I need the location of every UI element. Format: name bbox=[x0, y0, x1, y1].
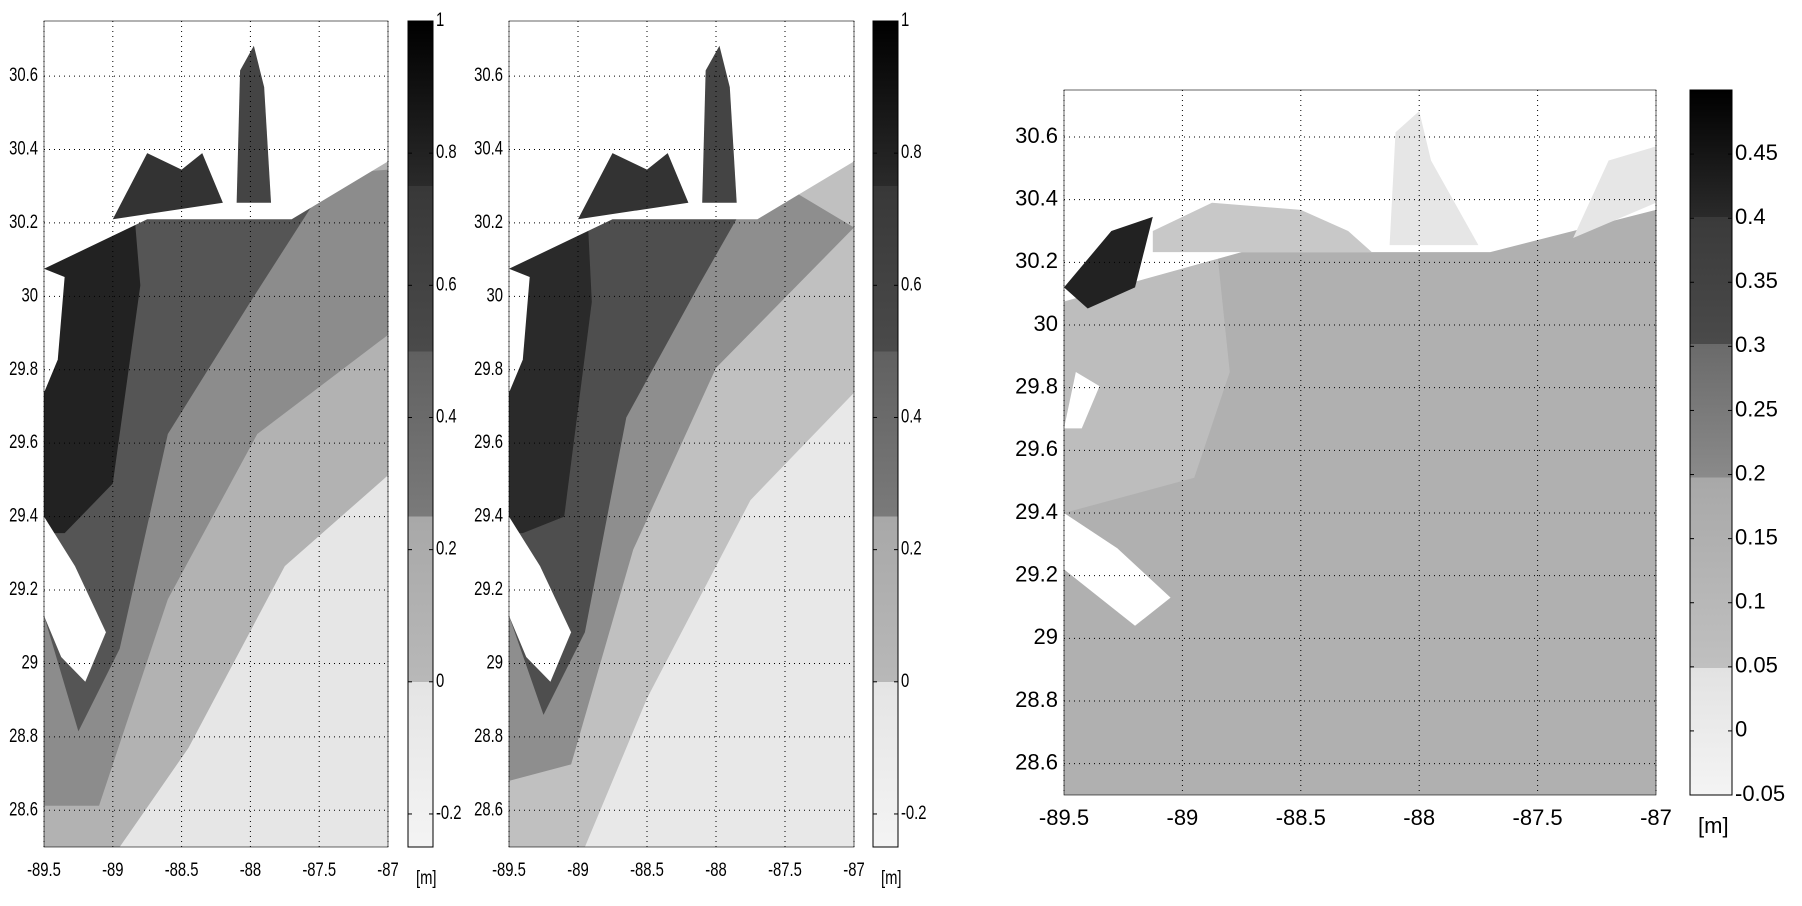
y-tick-label: 29.4 bbox=[1015, 499, 1058, 524]
y-tick-label: 29.4 bbox=[474, 505, 503, 526]
colorbar-tick-label: -0.2 bbox=[901, 802, 927, 823]
x-tick-label: -88.5 bbox=[1276, 805, 1326, 830]
colorbar-tick-label: 0 bbox=[436, 670, 444, 691]
colorbar-tick-label: 0.8 bbox=[901, 141, 922, 162]
colorbar-tick-label: 0.2 bbox=[1735, 460, 1766, 485]
x-tick-label: -89 bbox=[567, 859, 588, 880]
y-tick-label: 30.4 bbox=[474, 138, 503, 159]
x-tick-label: -89.5 bbox=[27, 859, 61, 880]
y-tick-label: 30 bbox=[487, 285, 503, 306]
y-tick-label: 29.8 bbox=[1015, 373, 1058, 398]
colorbar-tick-label: 0.1 bbox=[1735, 589, 1766, 614]
x-tick-label: -88.5 bbox=[165, 859, 199, 880]
x-tick-label: -87.5 bbox=[768, 859, 802, 880]
y-tick-label: 30.6 bbox=[9, 64, 38, 85]
y-tick-label: 29.8 bbox=[474, 358, 503, 379]
x-tick-label: -88 bbox=[705, 859, 726, 880]
y-tick-label: 28.6 bbox=[1015, 749, 1058, 774]
y-tick-label: 30.6 bbox=[1015, 123, 1058, 148]
x-tick-label: -89.5 bbox=[1039, 805, 1089, 830]
colorbar bbox=[408, 21, 433, 847]
field bbox=[509, 21, 854, 847]
colorbar-tick-label: 0 bbox=[901, 670, 909, 691]
colorbar-tick-label: 0.4 bbox=[436, 406, 457, 427]
field bbox=[44, 21, 388, 847]
colorbar-tick-label: 1 bbox=[901, 9, 909, 30]
x-tick-label: -89 bbox=[102, 859, 123, 880]
y-tick-label: 29.6 bbox=[1015, 436, 1058, 461]
colorbar bbox=[873, 21, 898, 847]
y-tick-label: 29.8 bbox=[9, 358, 38, 379]
colorbar-label: [m] bbox=[881, 867, 902, 888]
y-tick-label: 29.2 bbox=[474, 578, 503, 599]
y-tick-label: 30.4 bbox=[9, 138, 38, 159]
x-tick-label: -89.5 bbox=[492, 859, 526, 880]
y-tick-label: 28.6 bbox=[9, 799, 38, 820]
x-tick-label: -88 bbox=[240, 859, 261, 880]
y-tick-label: 30 bbox=[22, 285, 38, 306]
colorbar-tick-label: 0.8 bbox=[436, 141, 457, 162]
figure: -89.5 -89 -88.5 -88 -87.5 -87 28.6 28.8 29 29.2 29… bbox=[0, 0, 1802, 901]
colorbar-tick-label: 0.35 bbox=[1735, 268, 1778, 293]
y-tick-label: 30 bbox=[1034, 311, 1058, 336]
x-tick-label: -87 bbox=[377, 859, 398, 880]
colorbar-tick-label: -0.2 bbox=[436, 802, 462, 823]
colorbar-tick-label: 0.2 bbox=[901, 538, 922, 559]
colorbar-tick-label: 1 bbox=[436, 9, 444, 30]
x-tick-label: -87 bbox=[1640, 805, 1672, 830]
colorbar-tick-label: 0.45 bbox=[1735, 140, 1778, 165]
y-tick-label: 30.2 bbox=[9, 211, 38, 232]
y-tick-label: 30.2 bbox=[474, 211, 503, 232]
y-tick-label: 30.2 bbox=[1015, 248, 1058, 273]
y-tick-label: 29 bbox=[22, 652, 38, 673]
colorbar-tick-label: 0.4 bbox=[901, 406, 922, 427]
y-tick-label: 28.8 bbox=[474, 725, 503, 746]
y-tick-label: 29 bbox=[487, 652, 503, 673]
y-tick-label: 28.8 bbox=[9, 725, 38, 746]
y-tick-label: 29.2 bbox=[9, 578, 38, 599]
colorbar-tick-label: 0.05 bbox=[1735, 653, 1778, 678]
colorbar-tick-label: 0.25 bbox=[1735, 396, 1778, 421]
x-tick-label: -88 bbox=[1403, 805, 1435, 830]
field bbox=[1064, 90, 1656, 795]
colorbar bbox=[1690, 90, 1732, 795]
y-tick-label: 29.6 bbox=[9, 431, 38, 452]
y-tick-label: 29 bbox=[1034, 624, 1058, 649]
colorbar-label: [m] bbox=[416, 867, 437, 888]
y-tick-label: 30.4 bbox=[1015, 185, 1058, 210]
colorbar-tick-label: -0.05 bbox=[1735, 781, 1785, 806]
y-tick-label: 29.2 bbox=[1015, 561, 1058, 586]
colorbar-tick-label: 0.6 bbox=[436, 274, 457, 295]
y-tick-label: 28.6 bbox=[474, 799, 503, 820]
x-tick-label: -87.5 bbox=[302, 859, 336, 880]
colorbar-label: [m] bbox=[1698, 813, 1729, 838]
colorbar-tick-label: 0 bbox=[1735, 717, 1747, 742]
y-tick-label: 29.4 bbox=[9, 505, 38, 526]
x-tick-label: -87.5 bbox=[1513, 805, 1563, 830]
colorbar-tick-label: 0.6 bbox=[901, 274, 922, 295]
colorbar-tick-label: 0.3 bbox=[1735, 332, 1766, 357]
y-tick-label: 29.6 bbox=[474, 431, 503, 452]
colorbar-tick-label: 0.4 bbox=[1735, 204, 1766, 229]
x-tick-label: -87 bbox=[843, 859, 864, 880]
colorbar-tick-label: 0.15 bbox=[1735, 524, 1778, 549]
x-tick-label: -88.5 bbox=[630, 859, 664, 880]
colorbar-tick-label: 0.2 bbox=[436, 538, 457, 559]
y-tick-label: 28.8 bbox=[1015, 687, 1058, 712]
y-tick-label: 30.6 bbox=[474, 64, 503, 85]
x-tick-label: -89 bbox=[1167, 805, 1199, 830]
